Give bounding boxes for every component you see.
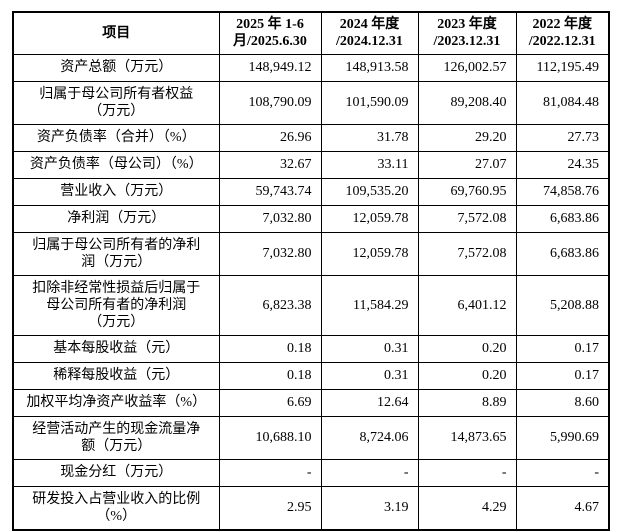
row-label: 研发投入占营业收入的比例 （%） bbox=[12, 485, 220, 530]
cell-value: 12,059.78 bbox=[320, 231, 419, 276]
column-header-item: 项目 bbox=[12, 11, 220, 55]
table-row-debt-ratio-parent: 资产负债率（母公司）（%） 32.67 33.11 27.07 24.35 bbox=[12, 150, 610, 179]
row-label: 净利润（万元） bbox=[12, 204, 220, 233]
column-header-2022: 2022 年度 /2022.12.31 bbox=[515, 11, 610, 55]
table-row-basic-eps: 基本每股收益（元） 0.18 0.31 0.20 0.17 bbox=[12, 334, 610, 363]
cell-value: 32.67 bbox=[218, 150, 322, 179]
cell-value: 26.96 bbox=[218, 123, 322, 152]
table-row-parent-equity: 归属于母公司所有者权益 （万元） 108,790.09 101,590.09 8… bbox=[12, 80, 610, 125]
row-label: 资产负债率（母公司）（%） bbox=[12, 150, 220, 179]
cell-value: - bbox=[515, 458, 610, 487]
cell-value: 33.11 bbox=[320, 150, 419, 179]
financial-summary-table: 项目 2025 年 1-6 月/2025.6.30 2024 年度 /2024.… bbox=[12, 11, 610, 531]
cell-value: 3.19 bbox=[320, 485, 419, 530]
cell-value: 12,059.78 bbox=[320, 204, 419, 233]
cell-value: 109,535.20 bbox=[320, 177, 419, 206]
table-row-operating-cash-flow: 经营活动产生的现金流量净 额（万元） 10,688.10 8,724.06 14… bbox=[12, 415, 610, 460]
cell-value: 148,913.58 bbox=[320, 53, 419, 82]
cell-value: 7,572.08 bbox=[417, 231, 517, 276]
cell-value: 0.31 bbox=[320, 334, 419, 363]
cell-value: 0.17 bbox=[515, 334, 610, 363]
cell-value: 4.29 bbox=[417, 485, 517, 530]
row-label: 现金分红（万元） bbox=[12, 458, 220, 487]
cell-value: 5,208.88 bbox=[515, 274, 610, 336]
cell-value: 59,743.74 bbox=[218, 177, 322, 206]
cell-value: 7,572.08 bbox=[417, 204, 517, 233]
cell-value: 0.17 bbox=[515, 361, 610, 390]
table-row-debt-ratio-consolidated: 资产负债率（合并）（%） 26.96 31.78 29.20 27.73 bbox=[12, 123, 610, 152]
cell-value: 11,584.29 bbox=[320, 274, 419, 336]
cell-value: 10,688.10 bbox=[218, 415, 322, 460]
table-row-cash-dividend: 现金分红（万元） - - - - bbox=[12, 458, 610, 487]
row-label: 资产负债率（合并）（%） bbox=[12, 123, 220, 152]
column-header-2024: 2024 年度 /2024.12.31 bbox=[320, 11, 419, 55]
table-row-diluted-eps: 稀释每股收益（元） 0.18 0.31 0.20 0.17 bbox=[12, 361, 610, 390]
table-row-net-profit-deducted: 扣除非经常性损益后归属于 母公司所有者的净利润 （万元） 6,823.38 11… bbox=[12, 274, 610, 336]
cell-value: 0.20 bbox=[417, 361, 517, 390]
table-row-net-profit-parent: 归属于母公司所有者的净利 润（万元） 7,032.80 12,059.78 7,… bbox=[12, 231, 610, 276]
cell-value: 6,823.38 bbox=[218, 274, 322, 336]
cell-value: - bbox=[417, 458, 517, 487]
table-row-net-profit: 净利润（万元） 7,032.80 12,059.78 7,572.08 6,68… bbox=[12, 204, 610, 233]
cell-value: 4.67 bbox=[515, 485, 610, 530]
cell-value: 126,002.57 bbox=[417, 53, 517, 82]
cell-value: 8,724.06 bbox=[320, 415, 419, 460]
row-label: 归属于母公司所有者的净利 润（万元） bbox=[12, 231, 220, 276]
cell-value: 7,032.80 bbox=[218, 231, 322, 276]
row-label: 营业收入（万元） bbox=[12, 177, 220, 206]
cell-value: 6.69 bbox=[218, 388, 322, 417]
column-header-2025h1: 2025 年 1-6 月/2025.6.30 bbox=[218, 11, 322, 55]
cell-value: 31.78 bbox=[320, 123, 419, 152]
cell-value: 148,949.12 bbox=[218, 53, 322, 82]
cell-value: 0.20 bbox=[417, 334, 517, 363]
table-row-total-assets: 资产总额（万元） 148,949.12 148,913.58 126,002.5… bbox=[12, 53, 610, 82]
cell-value: 27.07 bbox=[417, 150, 517, 179]
cell-value: 81,084.48 bbox=[515, 80, 610, 125]
cell-value: 27.73 bbox=[515, 123, 610, 152]
cell-value: 29.20 bbox=[417, 123, 517, 152]
row-label: 归属于母公司所有者权益 （万元） bbox=[12, 80, 220, 125]
cell-value: 6,401.12 bbox=[417, 274, 517, 336]
row-label: 稀释每股收益（元） bbox=[12, 361, 220, 390]
row-label: 扣除非经常性损益后归属于 母公司所有者的净利润 （万元） bbox=[12, 274, 220, 336]
row-label: 经营活动产生的现金流量净 额（万元） bbox=[12, 415, 220, 460]
cell-value: 24.35 bbox=[515, 150, 610, 179]
cell-value: 12.64 bbox=[320, 388, 419, 417]
cell-value: 0.18 bbox=[218, 334, 322, 363]
row-label: 资产总额（万元） bbox=[12, 53, 220, 82]
cell-value: 5,990.69 bbox=[515, 415, 610, 460]
cell-value: 0.31 bbox=[320, 361, 419, 390]
cell-value: - bbox=[320, 458, 419, 487]
cell-value: 112,195.49 bbox=[515, 53, 610, 82]
cell-value: 2.95 bbox=[218, 485, 322, 530]
cell-value: 6,683.86 bbox=[515, 231, 610, 276]
column-header-2023: 2023 年度 /2023.12.31 bbox=[417, 11, 517, 55]
cell-value: - bbox=[218, 458, 322, 487]
cell-value: 8.89 bbox=[417, 388, 517, 417]
cell-value: 108,790.09 bbox=[218, 80, 322, 125]
cell-value: 14,873.65 bbox=[417, 415, 517, 460]
table-row-rd-ratio: 研发投入占营业收入的比例 （%） 2.95 3.19 4.29 4.67 bbox=[12, 485, 610, 530]
cell-value: 89,208.40 bbox=[417, 80, 517, 125]
row-label: 基本每股收益（元） bbox=[12, 334, 220, 363]
table-row-revenue: 营业收入（万元） 59,743.74 109,535.20 69,760.95 … bbox=[12, 177, 610, 206]
header-row: 项目 2025 年 1-6 月/2025.6.30 2024 年度 /2024.… bbox=[12, 11, 610, 55]
row-label: 加权平均净资产收益率（%） bbox=[12, 388, 220, 417]
cell-value: 6,683.86 bbox=[515, 204, 610, 233]
cell-value: 0.18 bbox=[218, 361, 322, 390]
cell-value: 7,032.80 bbox=[218, 204, 322, 233]
table-row-weighted-roe: 加权平均净资产收益率（%） 6.69 12.64 8.89 8.60 bbox=[12, 388, 610, 417]
cell-value: 69,760.95 bbox=[417, 177, 517, 206]
cell-value: 8.60 bbox=[515, 388, 610, 417]
cell-value: 101,590.09 bbox=[320, 80, 419, 125]
cell-value: 74,858.76 bbox=[515, 177, 610, 206]
